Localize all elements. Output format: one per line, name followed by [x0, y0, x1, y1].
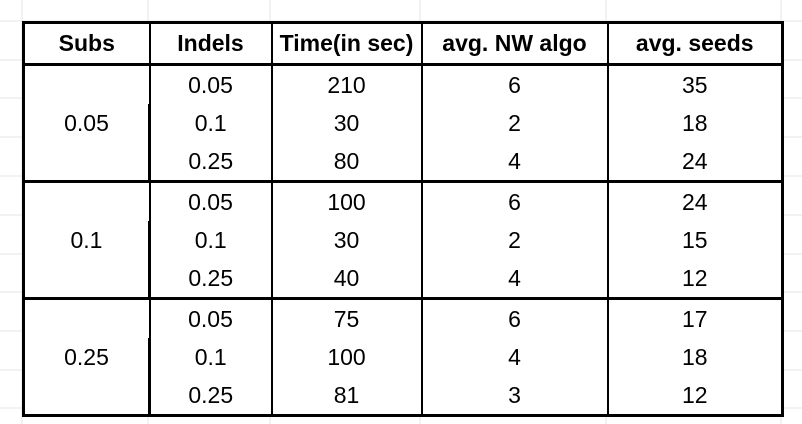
table-row: 0.05 0.05 210 6 35	[22, 63, 784, 183]
indels-cell[interactable]: 0.1	[148, 221, 273, 259]
nw-algo-cell[interactable]: 6	[420, 63, 609, 104]
results-table: Subs Indels Time(in sec) avg. NW algo av…	[22, 21, 784, 417]
table-row: 0.1 0.05 100 6 24	[22, 180, 784, 300]
subs-cell[interactable]: 0.1	[22, 180, 151, 300]
time-cell[interactable]: 100	[270, 338, 423, 376]
indels-cell[interactable]: 0.1	[148, 338, 273, 376]
subs-cell[interactable]: 0.05	[22, 63, 151, 183]
time-cell[interactable]: 210	[270, 63, 423, 104]
indels-cell[interactable]: 0.25	[148, 376, 273, 417]
time-cell[interactable]: 30	[270, 104, 423, 142]
table-row: 0.25 81 3 12	[24, 376, 784, 417]
seeds-cell[interactable]: 24	[606, 180, 784, 221]
table-row: 0.25 80 4 24	[24, 142, 784, 183]
nw-algo-cell[interactable]: 6	[420, 180, 609, 221]
table-row: 0.1 30 2 15	[24, 221, 784, 259]
header-subs[interactable]: Subs	[22, 21, 151, 66]
indels-cell[interactable]: 0.05	[148, 180, 273, 221]
nw-algo-cell[interactable]: 2	[420, 104, 609, 142]
time-cell[interactable]: 100	[270, 180, 423, 221]
header-row: Subs Indels Time(in sec) avg. NW algo av…	[22, 21, 784, 66]
time-cell[interactable]: 80	[270, 142, 423, 183]
time-cell[interactable]: 30	[270, 221, 423, 259]
indels-cell[interactable]: 0.25	[148, 142, 273, 183]
header-avg-nw-algo[interactable]: avg. NW algo	[420, 21, 609, 66]
seeds-cell[interactable]: 15	[606, 221, 784, 259]
nw-algo-cell[interactable]: 4	[420, 259, 609, 300]
seeds-cell[interactable]: 12	[606, 259, 784, 300]
nw-algo-cell[interactable]: 6	[420, 297, 609, 338]
table-row: 0.1 30 2 18	[24, 104, 784, 142]
nw-algo-cell[interactable]: 4	[420, 142, 609, 183]
seeds-cell[interactable]: 12	[606, 376, 784, 417]
indels-cell[interactable]: 0.05	[148, 297, 273, 338]
nw-algo-cell[interactable]: 3	[420, 376, 609, 417]
subs-cell[interactable]: 0.25	[22, 297, 151, 417]
indels-cell[interactable]: 0.1	[148, 104, 273, 142]
table-row: 0.1 100 4 18	[24, 338, 784, 376]
nw-algo-cell[interactable]: 4	[420, 338, 609, 376]
time-cell[interactable]: 81	[270, 376, 423, 417]
seeds-cell[interactable]: 17	[606, 297, 784, 338]
header-avg-seeds[interactable]: avg. seeds	[606, 21, 784, 66]
indels-cell[interactable]: 0.25	[148, 259, 273, 300]
header-indels[interactable]: Indels	[148, 21, 273, 66]
table-row: 0.25 0.05 75 6 17	[22, 297, 784, 417]
indels-cell[interactable]: 0.05	[148, 63, 273, 104]
seeds-cell[interactable]: 18	[606, 104, 784, 142]
header-time[interactable]: Time(in sec)	[270, 21, 423, 66]
nw-algo-cell[interactable]: 2	[420, 221, 609, 259]
seeds-cell[interactable]: 35	[606, 63, 784, 104]
time-cell[interactable]: 40	[270, 259, 423, 300]
seeds-cell[interactable]: 18	[606, 338, 784, 376]
table-row: 0.25 40 4 12	[24, 259, 784, 300]
seeds-cell[interactable]: 24	[606, 142, 784, 183]
time-cell[interactable]: 75	[270, 297, 423, 338]
